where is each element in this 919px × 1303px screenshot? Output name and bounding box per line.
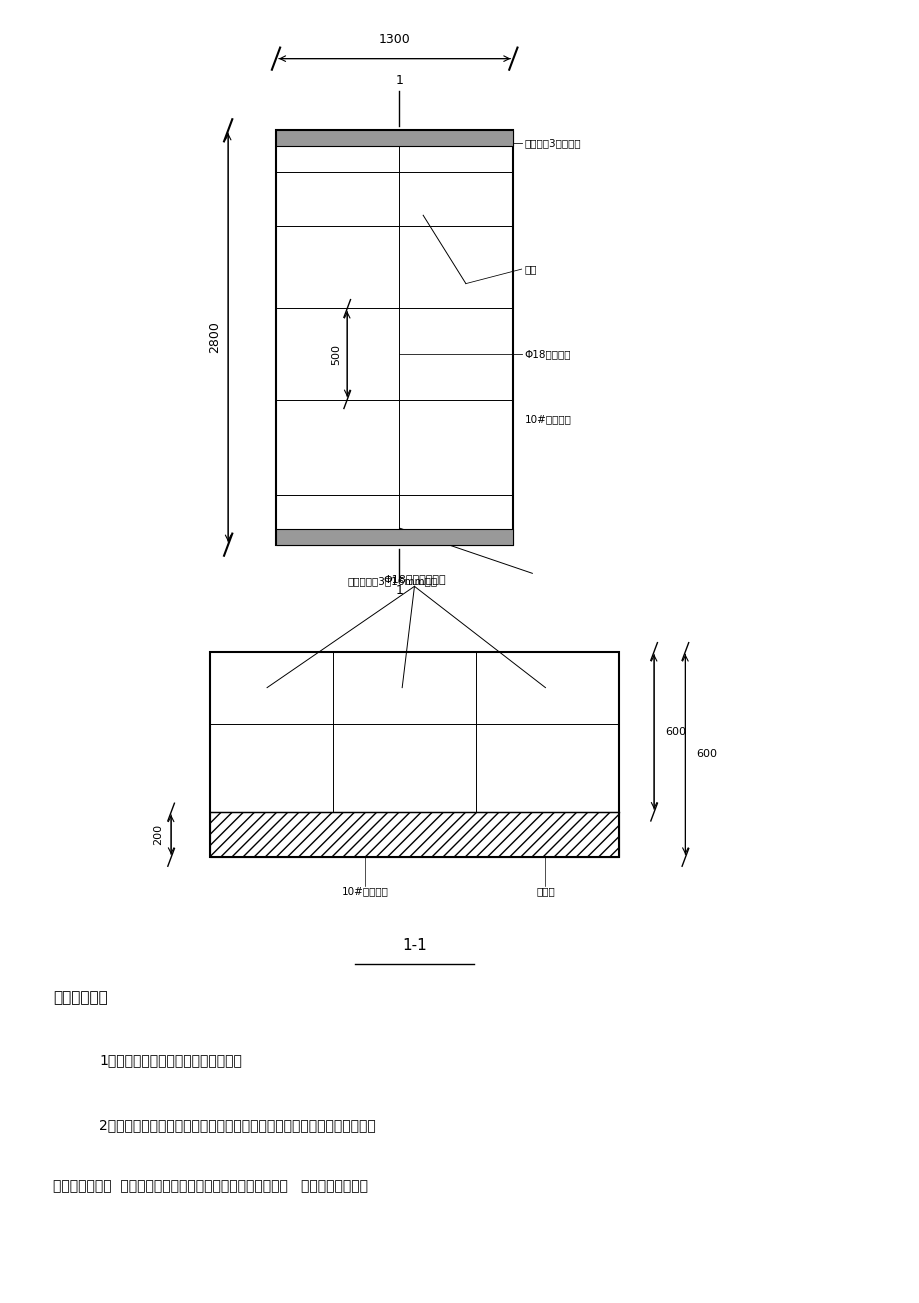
Text: 2800: 2800: [208, 322, 221, 353]
Text: 机吊运到位后，  用钢丝绳将布料机的四个角与钢梁连接牢固，   保证布料机在混凝: 机吊运到位后， 用钢丝绳将布料机的四个角与钢梁连接牢固， 保证布料机在混凝: [53, 1179, 368, 1194]
Bar: [276, 529, 513, 545]
Bar: [210, 652, 618, 857]
Text: 500: 500: [331, 344, 341, 365]
Text: 2、混凝土浇筑前先将安全通道架设好，然后再进行布料机的吊运，待布料: 2、混凝土浇筑前先将安全通道架设好，然后再进行布料机的吊运，待布料: [99, 1118, 376, 1132]
Bar: [276, 130, 513, 545]
Text: Φ18钢筋支樘: Φ18钢筋支樘: [524, 349, 571, 360]
Text: 10#槽钢边框: 10#槽钢边框: [524, 414, 571, 425]
Text: 600: 600: [696, 749, 717, 760]
Bar: [276, 130, 513, 146]
Text: Φ18钢筋防护栏杆: Φ18钢筋防护栏杆: [382, 573, 446, 584]
Text: 1、作业人员必须按要求佩带安全带。: 1、作业人员必须按要求佩带安全带。: [99, 1053, 242, 1067]
Text: 1300: 1300: [379, 33, 410, 46]
Text: 1: 1: [395, 584, 403, 597]
Text: 并列铺设3块木跳板: 并列铺设3块木跳板: [524, 138, 581, 149]
Text: 三、安全措施: 三、安全措施: [53, 990, 108, 1006]
Bar: [210, 812, 618, 857]
Text: 1-1: 1-1: [402, 938, 426, 954]
Text: 200: 200: [153, 825, 163, 846]
Text: 10#槽钢边框: 10#槽钢边框: [342, 886, 389, 896]
Text: 1: 1: [395, 74, 403, 87]
Text: 踢脚板: 踢脚板: [536, 886, 554, 896]
Text: 600: 600: [664, 727, 686, 736]
Text: 槽钢中部开3个16mm的孔: 槽钢中部开3个16mm的孔: [346, 576, 437, 586]
Text: 吊钩: 吊钩: [524, 265, 537, 274]
